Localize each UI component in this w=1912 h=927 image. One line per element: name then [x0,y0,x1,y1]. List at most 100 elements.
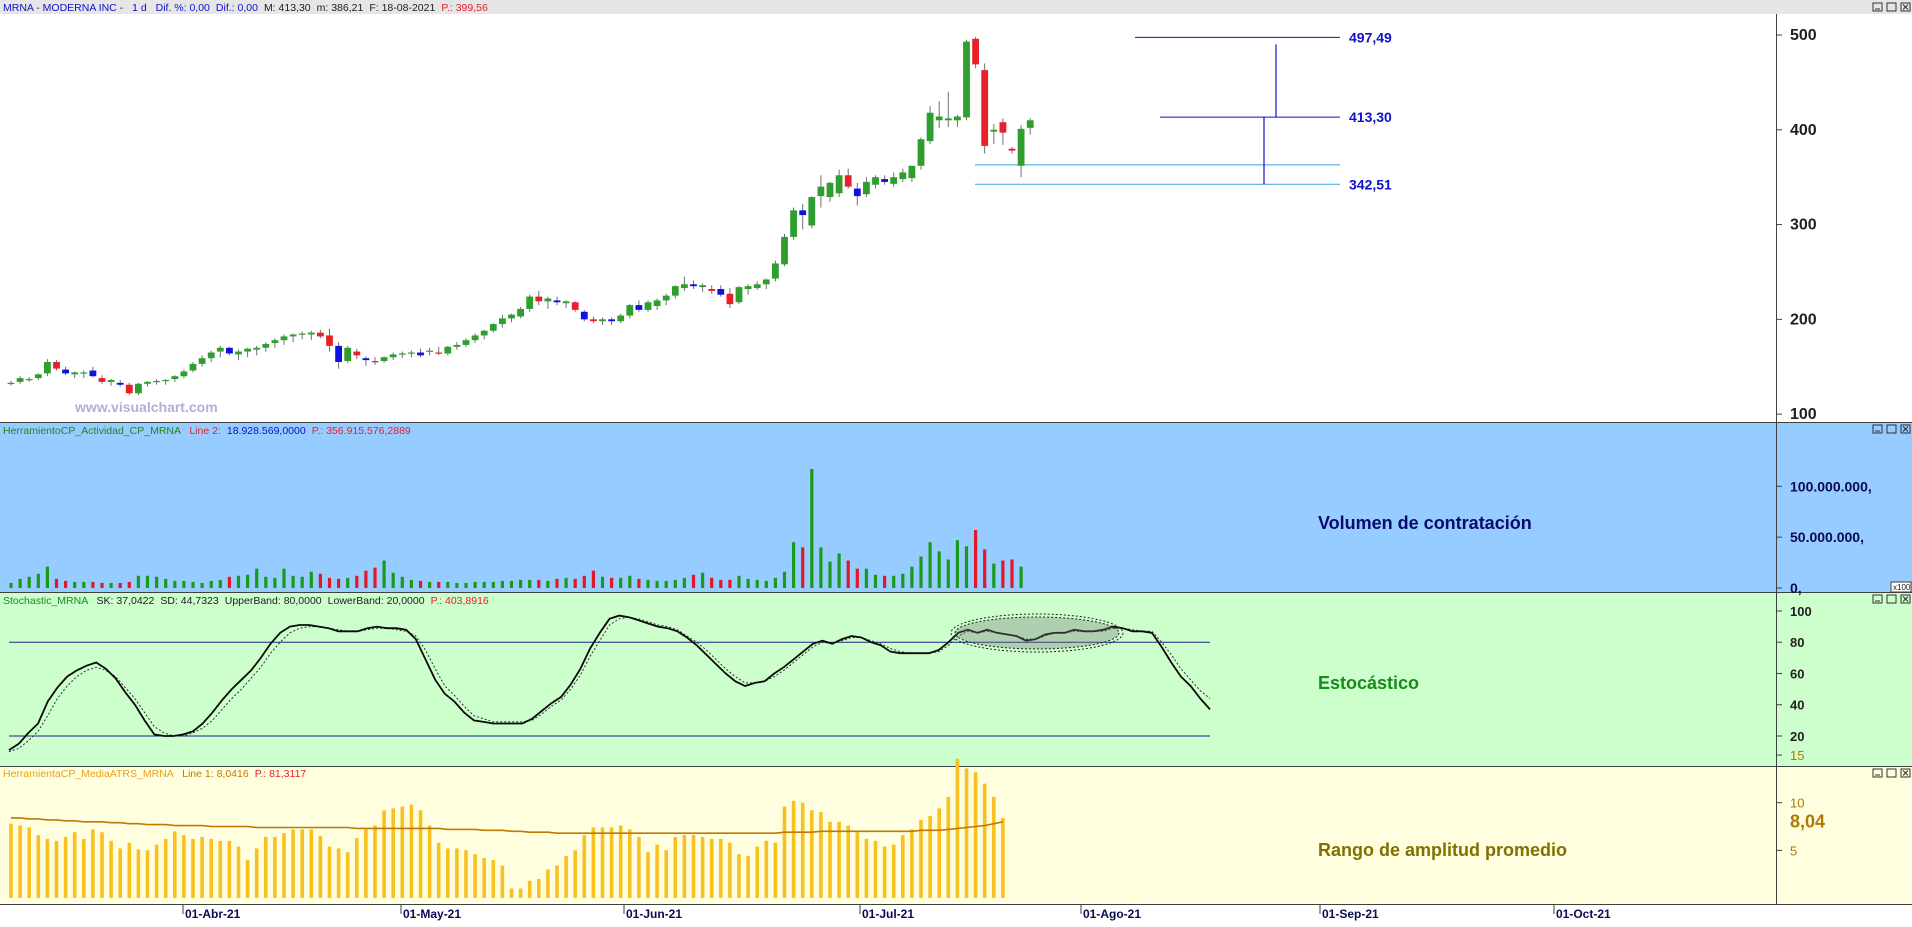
atr-bar [746,856,750,898]
atr-bars [9,758,1005,898]
restore-icon[interactable] [1886,768,1897,778]
candle [471,333,479,344]
atr-bar [482,857,486,898]
candle [808,196,816,229]
candle-body [662,295,670,301]
header-field: LowerBand: 20,0000 [328,595,425,607]
atr-bar [109,840,113,898]
volume-bar [928,542,932,588]
candle-body [62,369,69,374]
atr-bar [928,816,932,898]
stochastic-lines [8,613,1211,753]
atr-indicator-name: HerramientaCP_MediaATRS_MRNA [3,768,174,780]
candle [408,350,415,358]
volume-bar [509,580,514,588]
control-box [1886,768,1897,778]
candle-body [235,351,242,355]
minimize-icon[interactable] [1872,768,1883,778]
candle [635,300,643,312]
candle-body [608,319,615,322]
header-field: P.: 399,56 [441,2,488,14]
candle-body [307,332,315,335]
candle [371,357,379,365]
restore-icon[interactable] [1886,424,1897,434]
volume-bar [910,566,914,588]
atr-bar [282,833,286,898]
atr-bar [873,840,878,898]
volume-bar [446,581,450,588]
candle [981,63,989,154]
volume-bar [892,575,896,588]
candle-body [917,139,925,166]
volume-bar [864,568,868,588]
candle [335,342,342,369]
candle-body [198,358,206,364]
atr-bar [436,842,441,898]
candle-body [317,332,324,337]
y-tick-label: 100 [1790,604,1812,619]
candle-body [717,289,725,295]
candle [935,101,943,128]
volume-bar [628,575,632,588]
candle-body [908,165,916,179]
atr-bar [882,846,887,898]
control-glyph [1902,770,1909,776]
atr-bar [391,808,395,898]
candle [89,366,97,378]
y-tick-label: 300 [1790,217,1817,234]
close-icon[interactable] [1900,768,1911,778]
candle-body [280,336,288,341]
x-tick-label: 01-May-21 [403,907,461,921]
volume-bar [355,575,359,588]
candle-body [326,335,333,346]
close-icon[interactable] [1900,594,1911,604]
candle [954,114,961,127]
candle [508,313,515,323]
minimize-icon[interactable] [1872,2,1883,12]
atr-bar [318,836,323,898]
candle-body [944,118,952,121]
minimize-icon[interactable] [1872,594,1883,604]
atr-bar [537,878,541,898]
level-label: 342,51 [1349,176,1392,192]
candle-body [444,346,452,354]
atr-bar [964,768,969,898]
candle-body [671,286,679,296]
candle [999,118,1007,145]
scale-tag-box [1890,581,1912,593]
y-tick-label: 500 [1790,27,1817,44]
atr-bar [855,832,860,898]
volume-bar [710,577,714,588]
y-tick-label: 20 [1790,729,1804,744]
candle [417,348,424,358]
candle [435,346,443,356]
candle-body [853,188,861,197]
volume-bar [318,573,322,588]
close-icon[interactable] [1900,2,1911,12]
minimize-icon[interactable] [1872,424,1883,434]
overbought-highlight-outer [950,613,1124,653]
header-field: UpperBand: 80,0000 [225,595,322,607]
watermark: www.visualchart.com [74,399,218,415]
volume-bar [682,577,686,588]
atr-bar [364,829,368,898]
stochastic-header: Stochastic_MRNA SK: 37,0422 SD: 44,7323 Up… [3,595,489,607]
volume-bar [591,570,595,588]
candle [1017,125,1025,178]
atr-bar [901,835,905,898]
restore-icon[interactable] [1886,2,1897,12]
volume-bar [464,582,468,588]
candle-body [7,382,15,385]
candle [25,377,33,382]
candle-body [708,289,716,291]
candle [235,349,242,361]
volume-bar [127,581,131,588]
atr-bar [609,827,614,898]
close-icon[interactable] [1900,424,1911,434]
candle-body [726,293,734,305]
volume-bar [901,573,905,588]
candle [426,347,433,356]
y-axes: 500 400 300 200 100 100.000.000, 50.000.000, 0,… [1776,27,1912,858]
price-interval: 1 d [132,2,147,14]
restore-icon[interactable] [1886,594,1897,604]
